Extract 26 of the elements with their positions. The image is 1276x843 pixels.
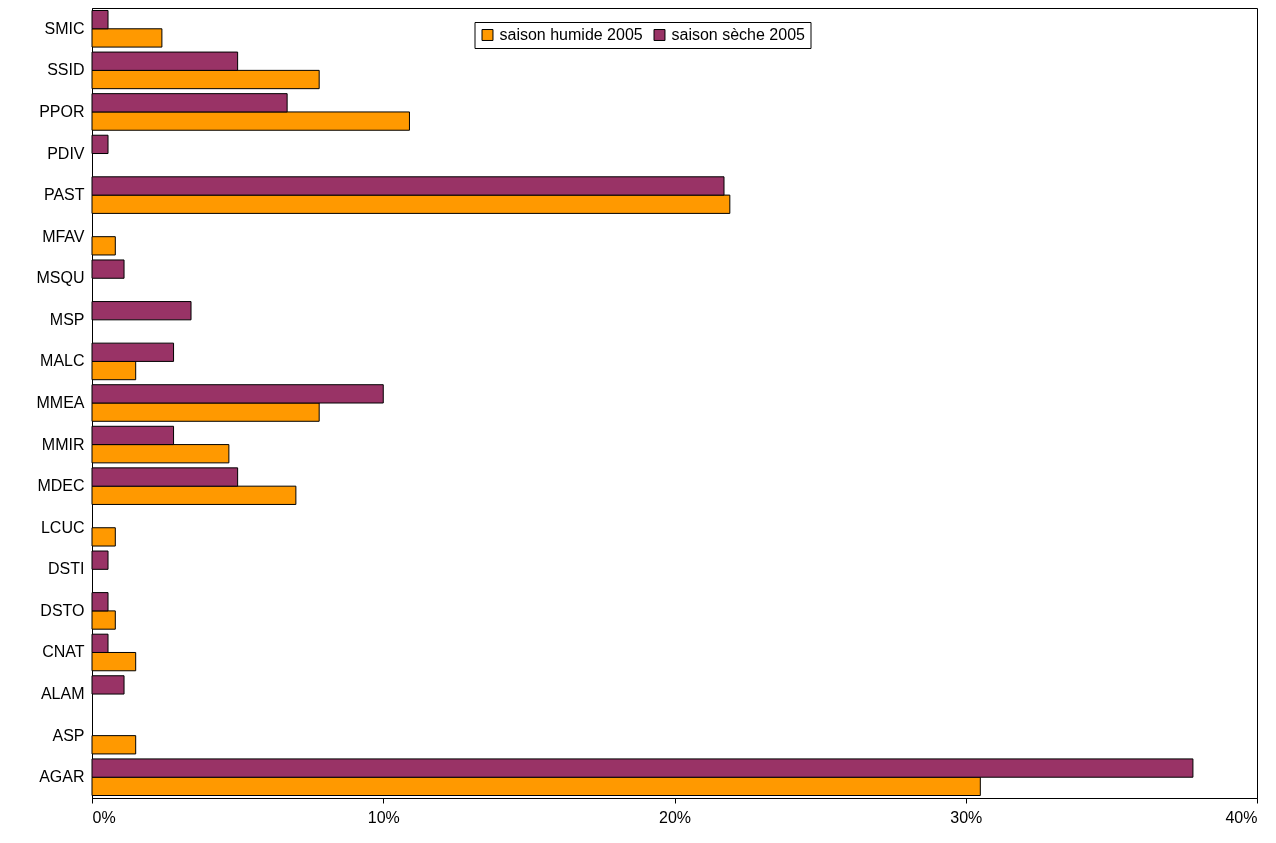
y-tick-label: MMEA xyxy=(36,394,85,411)
legend-label: saison humide 2005 xyxy=(499,26,643,43)
y-tick-label: MMIR xyxy=(41,435,85,453)
y-tick-label: MALC xyxy=(40,352,85,370)
y-tick-label: SMIC xyxy=(44,19,85,37)
y-tick-label: MFAV xyxy=(42,227,85,245)
y-tick-label: SSID xyxy=(47,61,85,79)
y-tick-label: MSP xyxy=(49,310,85,328)
y-tick-label: PPOR xyxy=(39,102,85,120)
y-tick-label: DSTI xyxy=(48,560,85,578)
y-tick-label: ALAM xyxy=(40,685,85,703)
y-tick-label: CNAT xyxy=(42,643,85,661)
x-tick-label: 20% xyxy=(658,808,692,826)
y-tick-label: PDIV xyxy=(47,144,85,162)
y-tick-label: ASP xyxy=(52,726,85,744)
y-tick-label: LCUC xyxy=(40,518,85,536)
y-tick-label: MSQU xyxy=(36,269,85,287)
x-tick-label: 40% xyxy=(1225,808,1258,826)
y-tick-label: MDEC xyxy=(37,477,85,495)
legend-label: saison sèche 2005 xyxy=(671,26,806,43)
y-tick-label: AGAR xyxy=(39,768,85,786)
x-tick-label: 30% xyxy=(950,808,983,826)
x-tick-label: 0% xyxy=(92,808,116,826)
y-tick-label: DSTO xyxy=(40,601,85,619)
y-tick-label: PAST xyxy=(43,186,85,204)
x-tick-label: 10% xyxy=(367,808,400,826)
